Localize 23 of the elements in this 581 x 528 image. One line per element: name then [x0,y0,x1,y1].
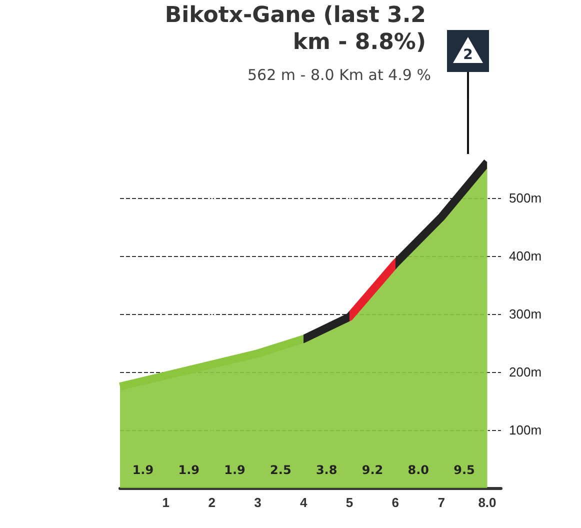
x-tick-label: 3 [254,495,262,510]
annotation: 1.9 [178,463,200,477]
annotation: 3.8 [316,463,338,477]
x-tick-label: 8.0 [478,495,496,510]
annotation: 9.2 [362,463,384,477]
annotation: 2.5 [270,463,292,477]
y-tick-label: 500m [509,190,542,206]
y-tick-label: 400m [509,248,542,264]
x-tick-label: 6 [392,495,400,510]
x-tick-label: 7 [438,495,445,510]
annotation: 1.9 [132,463,154,477]
x-tick-label: 2 [208,495,216,510]
x-tick-label: 1 [162,495,170,510]
x-tick-label: 4 [300,495,308,510]
y-tick-label: 200m [509,364,542,380]
y-tick-label: 300m [509,306,542,322]
chart-subtitle: 562 m - 8.0 Km at 4.9 % [247,66,431,84]
annotation: 8.0 [408,463,430,477]
x-tick-label: 5 [346,495,354,510]
annotation: 1.9 [224,463,246,477]
annotation: 9.5 [454,463,475,477]
chart-title: Bikotx-Gane (last 3.2 km - 8.8%) [164,2,426,56]
y-tick-label: 100m [509,422,542,438]
